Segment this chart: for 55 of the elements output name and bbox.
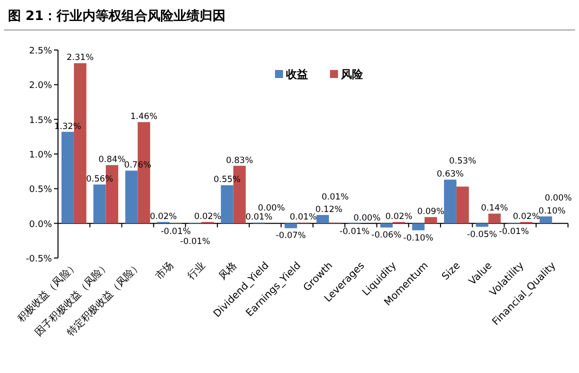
data-label: -0.01% [160, 227, 191, 238]
y-tick-label: 1.5% [29, 116, 52, 126]
data-label: -0.01% [180, 237, 210, 248]
y-tick-label: 2.5% [29, 46, 52, 56]
data-label: -0.01% [498, 227, 530, 238]
data-label: 0.02% [194, 212, 222, 222]
data-label: -0.07% [276, 231, 306, 242]
bar [93, 184, 106, 224]
bar [444, 180, 456, 224]
data-label: 0.53% [449, 156, 476, 167]
bar [284, 223, 298, 228]
data-label: 0.10% [538, 206, 566, 216]
legend-label: 风险 [340, 68, 364, 81]
bar [412, 223, 425, 230]
data-label: 0.01% [322, 192, 349, 203]
data-label: 0.00% [258, 203, 285, 214]
y-tick-label: 1.0% [29, 150, 52, 160]
bar [488, 214, 501, 224]
data-label: 0.02% [150, 212, 177, 222]
data-label: 0.00% [354, 213, 381, 224]
data-label: -0.06% [371, 230, 402, 240]
data-label: 0.83% [226, 156, 254, 166]
data-label: 0.09% [417, 207, 444, 218]
bar [424, 217, 437, 224]
bar [316, 215, 329, 224]
bar [456, 186, 469, 224]
data-label: 0.12% [315, 205, 342, 216]
data-label: 0.01% [245, 212, 272, 223]
data-label: 0.02% [512, 212, 540, 222]
bar [62, 132, 74, 224]
bar [125, 170, 138, 224]
data-label: 2.31% [66, 53, 94, 64]
data-label: 0.02% [385, 212, 412, 222]
data-label: -0.10% [403, 233, 434, 244]
bar [476, 223, 488, 227]
chart-title: 图 21：行业内等权组合风险业绩归因 [8, 8, 226, 24]
data-label: 1.46% [130, 112, 158, 122]
x-tick-label: Size [440, 260, 463, 283]
data-label: 0.00% [544, 193, 572, 204]
y-tick-label: 0.0% [29, 220, 52, 230]
x-tick-label: 行业 [184, 260, 208, 282]
data-label: -0.05% [467, 230, 498, 240]
y-tick-label: -0.5% [26, 254, 52, 264]
data-label: -0.01% [340, 227, 370, 238]
y-tick-label: 0.5% [29, 185, 52, 196]
bar [220, 185, 234, 224]
data-label: 0.84% [98, 155, 126, 166]
x-tick-label: 市场 [153, 260, 176, 282]
legend-label: 收益 [286, 68, 308, 81]
bar [380, 223, 393, 228]
data-label: 0.01% [290, 212, 317, 223]
data-label: 0.14% [481, 204, 508, 214]
y-tick-label: 2.0% [29, 81, 52, 92]
data-label: 0.63% [436, 170, 464, 180]
bar [540, 216, 552, 224]
